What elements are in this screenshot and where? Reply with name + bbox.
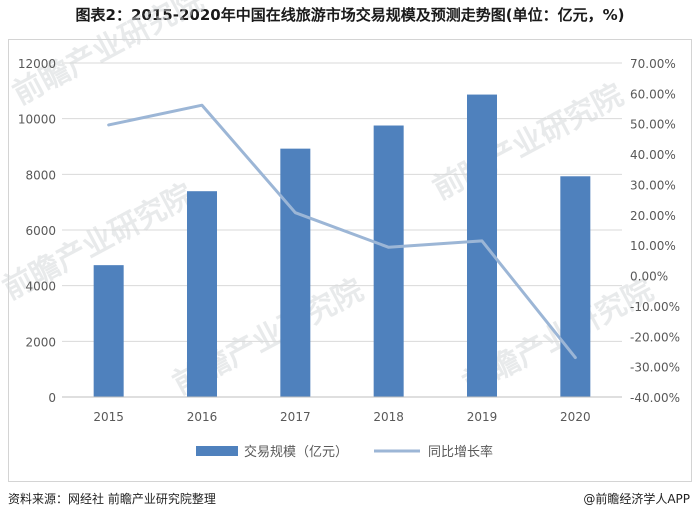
x-tick-label: 2016 xyxy=(187,410,218,424)
y-right-tick-label: 0.00% xyxy=(630,270,668,284)
y-left-tick-label: 4000 xyxy=(25,280,56,294)
y-left-tick-label: 12000 xyxy=(18,57,56,71)
bar xyxy=(373,125,404,397)
bar-series xyxy=(93,94,591,398)
bar xyxy=(280,148,311,397)
y-right-tick-label: 50.00% xyxy=(630,118,676,132)
bar xyxy=(560,176,591,397)
y-left-tick-label: 8000 xyxy=(25,168,56,182)
x-tick-label: 2018 xyxy=(373,410,404,424)
y-right-tick-label: 40.00% xyxy=(630,148,676,162)
chart-title: 图表2：2015-2020年中国在线旅游市场交易规模及预测走势图(单位：亿元，%… xyxy=(75,6,625,24)
x-tick-label: 2019 xyxy=(467,410,498,424)
legend: 交易规模（亿元） 同比增长率 xyxy=(196,444,493,460)
bar xyxy=(93,265,124,397)
y-axis-left: 0 2000 4000 6000 8000 10000 12000 xyxy=(18,57,56,405)
y-right-tick-label: -20.00% xyxy=(630,330,680,344)
growth-rate-line xyxy=(107,103,577,360)
line-series xyxy=(107,103,577,360)
brand-credit: @前瞻经济学人APP xyxy=(583,492,690,506)
source-note: 资料来源：网经社 前瞻产业研究院整理 xyxy=(8,492,216,506)
y-right-tick-label: 30.00% xyxy=(630,178,676,192)
y-left-tick-label: 2000 xyxy=(25,335,56,349)
y-right-tick-label: -10.00% xyxy=(630,300,680,314)
legend-label-bar: 交易规模（亿元） xyxy=(244,444,348,460)
y-left-tick-label: 10000 xyxy=(18,113,56,127)
watermark-text: 前瞻产业研究院 xyxy=(427,78,629,207)
y-right-tick-label: -40.00% xyxy=(630,391,680,405)
chart-frame xyxy=(8,39,692,482)
y-right-tick-label: 60.00% xyxy=(630,87,676,101)
y-axis-right: -40.00% -30.00% -20.00% -10.00% 0.00% 10.00% 2… xyxy=(630,57,680,405)
legend-swatch-bar xyxy=(196,446,238,456)
y-right-tick-label: 70.00% xyxy=(630,57,676,71)
legend-label-line: 同比增长率 xyxy=(428,444,493,460)
y-left-tick-label: 6000 xyxy=(25,224,56,238)
bar xyxy=(187,191,217,397)
y-right-tick-label: 20.00% xyxy=(630,209,676,223)
x-tick-label: 2017 xyxy=(280,410,311,424)
y-left-tick-label: 0 xyxy=(48,391,56,405)
x-tick-label: 2015 xyxy=(93,410,124,424)
x-axis: 2015 2016 2017 2018 2019 2020 xyxy=(62,396,622,424)
bar xyxy=(467,94,497,398)
y-right-tick-label: 10.00% xyxy=(630,239,676,253)
x-tick-label: 2020 xyxy=(560,410,591,424)
y-right-tick-label: -30.00% xyxy=(630,361,680,375)
